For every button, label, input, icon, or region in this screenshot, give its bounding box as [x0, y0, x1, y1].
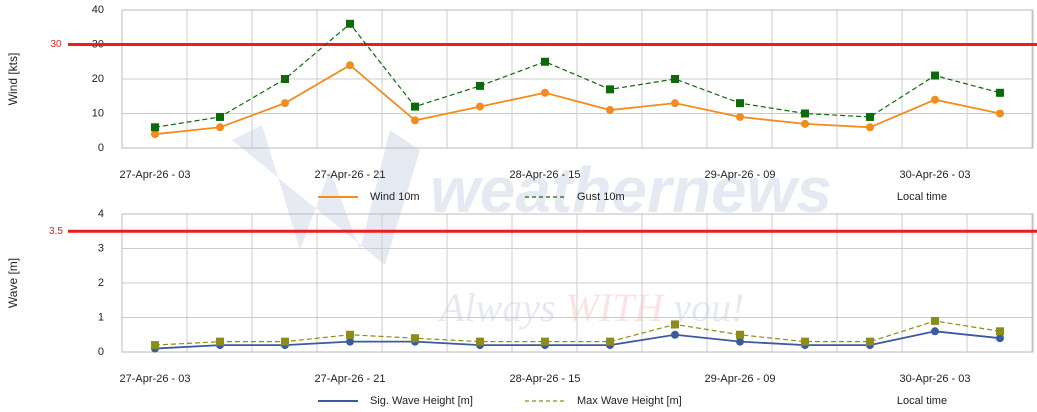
- marker: [216, 112, 224, 121]
- marker: [996, 88, 1004, 97]
- marker: [931, 327, 939, 336]
- marker: [346, 330, 354, 339]
- marker: [541, 337, 549, 346]
- marker: [411, 334, 419, 343]
- y-tick-label: 1: [98, 311, 104, 323]
- marker: [476, 102, 484, 111]
- marker: [411, 102, 419, 111]
- marker: [346, 61, 354, 70]
- marker: [281, 337, 289, 346]
- series-line: [154, 64, 1001, 136]
- y-tick-label: 4: [98, 208, 104, 220]
- series-line: [154, 320, 1001, 346]
- x-tick-label: 27-Apr-26 - 03: [120, 373, 191, 385]
- slogan-part: Always: [437, 285, 566, 330]
- marker: [606, 337, 614, 346]
- series-line: [154, 330, 1001, 350]
- y-tick-label: 10: [92, 107, 104, 119]
- x-tick-label: 27-Apr-26 - 21: [315, 373, 386, 385]
- marker: [736, 330, 744, 339]
- x-tick-label: 29-Apr-26 - 09: [705, 373, 776, 385]
- x-axis-label: Local time: [897, 395, 947, 407]
- marker: [801, 337, 809, 346]
- series-line: [154, 22, 1001, 128]
- plot-frame: [121, 9, 1034, 149]
- marker: [671, 320, 679, 329]
- y-tick-label: 40: [92, 4, 104, 16]
- marker: [281, 75, 289, 83]
- marker: [931, 71, 939, 80]
- marker: [996, 327, 1004, 336]
- marker: [996, 334, 1004, 343]
- marker: [216, 123, 224, 132]
- marker: [151, 123, 159, 132]
- marker: [736, 112, 744, 121]
- x-tick-label: 28-Apr-26 - 15: [510, 373, 581, 385]
- y-axis-label: Wave [m]: [6, 258, 20, 308]
- y-tick-label: 3: [98, 242, 104, 254]
- x-tick-label: 29-Apr-26 - 09: [705, 169, 776, 181]
- x-tick-label: 30-Apr-26 - 03: [900, 169, 971, 181]
- threshold-label: 30: [50, 39, 62, 50]
- y-tick-label: 20: [92, 73, 104, 85]
- legend-label: Sig. Wave Height [m]: [370, 395, 473, 407]
- marker: [151, 130, 159, 139]
- plot-frame: [121, 213, 1034, 353]
- marker: [281, 99, 289, 108]
- watermark-slogan: Always WITH you!: [437, 285, 744, 330]
- watermark: weathernews Always WITH you!: [232, 125, 832, 330]
- slogan-part: WITH: [566, 285, 666, 330]
- marker: [606, 106, 614, 115]
- y-tick-label: 2: [98, 277, 104, 289]
- marker: [541, 57, 549, 66]
- marker: [476, 81, 484, 90]
- marker: [866, 337, 874, 346]
- x-tick-label: 27-Apr-26 - 21: [315, 169, 386, 181]
- marker: [671, 330, 679, 339]
- threshold-label: 3.5: [49, 226, 63, 237]
- marker: [736, 337, 744, 346]
- marker: [931, 95, 939, 104]
- x-tick-label: 28-Apr-26 - 15: [510, 169, 581, 181]
- marker: [866, 123, 874, 132]
- marker: [411, 116, 419, 125]
- marker: [996, 109, 1004, 118]
- marker: [801, 109, 809, 118]
- marker: [541, 88, 549, 97]
- y-tick-label: 0: [98, 346, 104, 358]
- marker: [476, 337, 484, 346]
- marker: [801, 119, 809, 128]
- y-tick-label: 0: [98, 142, 104, 154]
- marker: [346, 337, 354, 346]
- marker: [671, 75, 679, 83]
- legend-label: Gust 10m: [577, 191, 625, 203]
- marker: [216, 337, 224, 346]
- x-tick-label: 27-Apr-26 - 03: [120, 169, 191, 181]
- x-axis-label: Local time: [897, 191, 947, 203]
- legend-label: Max Wave Height [m]: [577, 395, 682, 407]
- marker: [736, 99, 744, 108]
- marker: [671, 99, 679, 108]
- y-axis-label: Wind [kts]: [6, 53, 20, 106]
- marker: [151, 341, 159, 350]
- marker: [866, 112, 874, 121]
- x-tick-label: 30-Apr-26 - 03: [900, 373, 971, 385]
- legend-label: Wind 10m: [370, 191, 420, 203]
- marker: [606, 85, 614, 94]
- marker: [931, 316, 939, 325]
- marker: [346, 19, 354, 28]
